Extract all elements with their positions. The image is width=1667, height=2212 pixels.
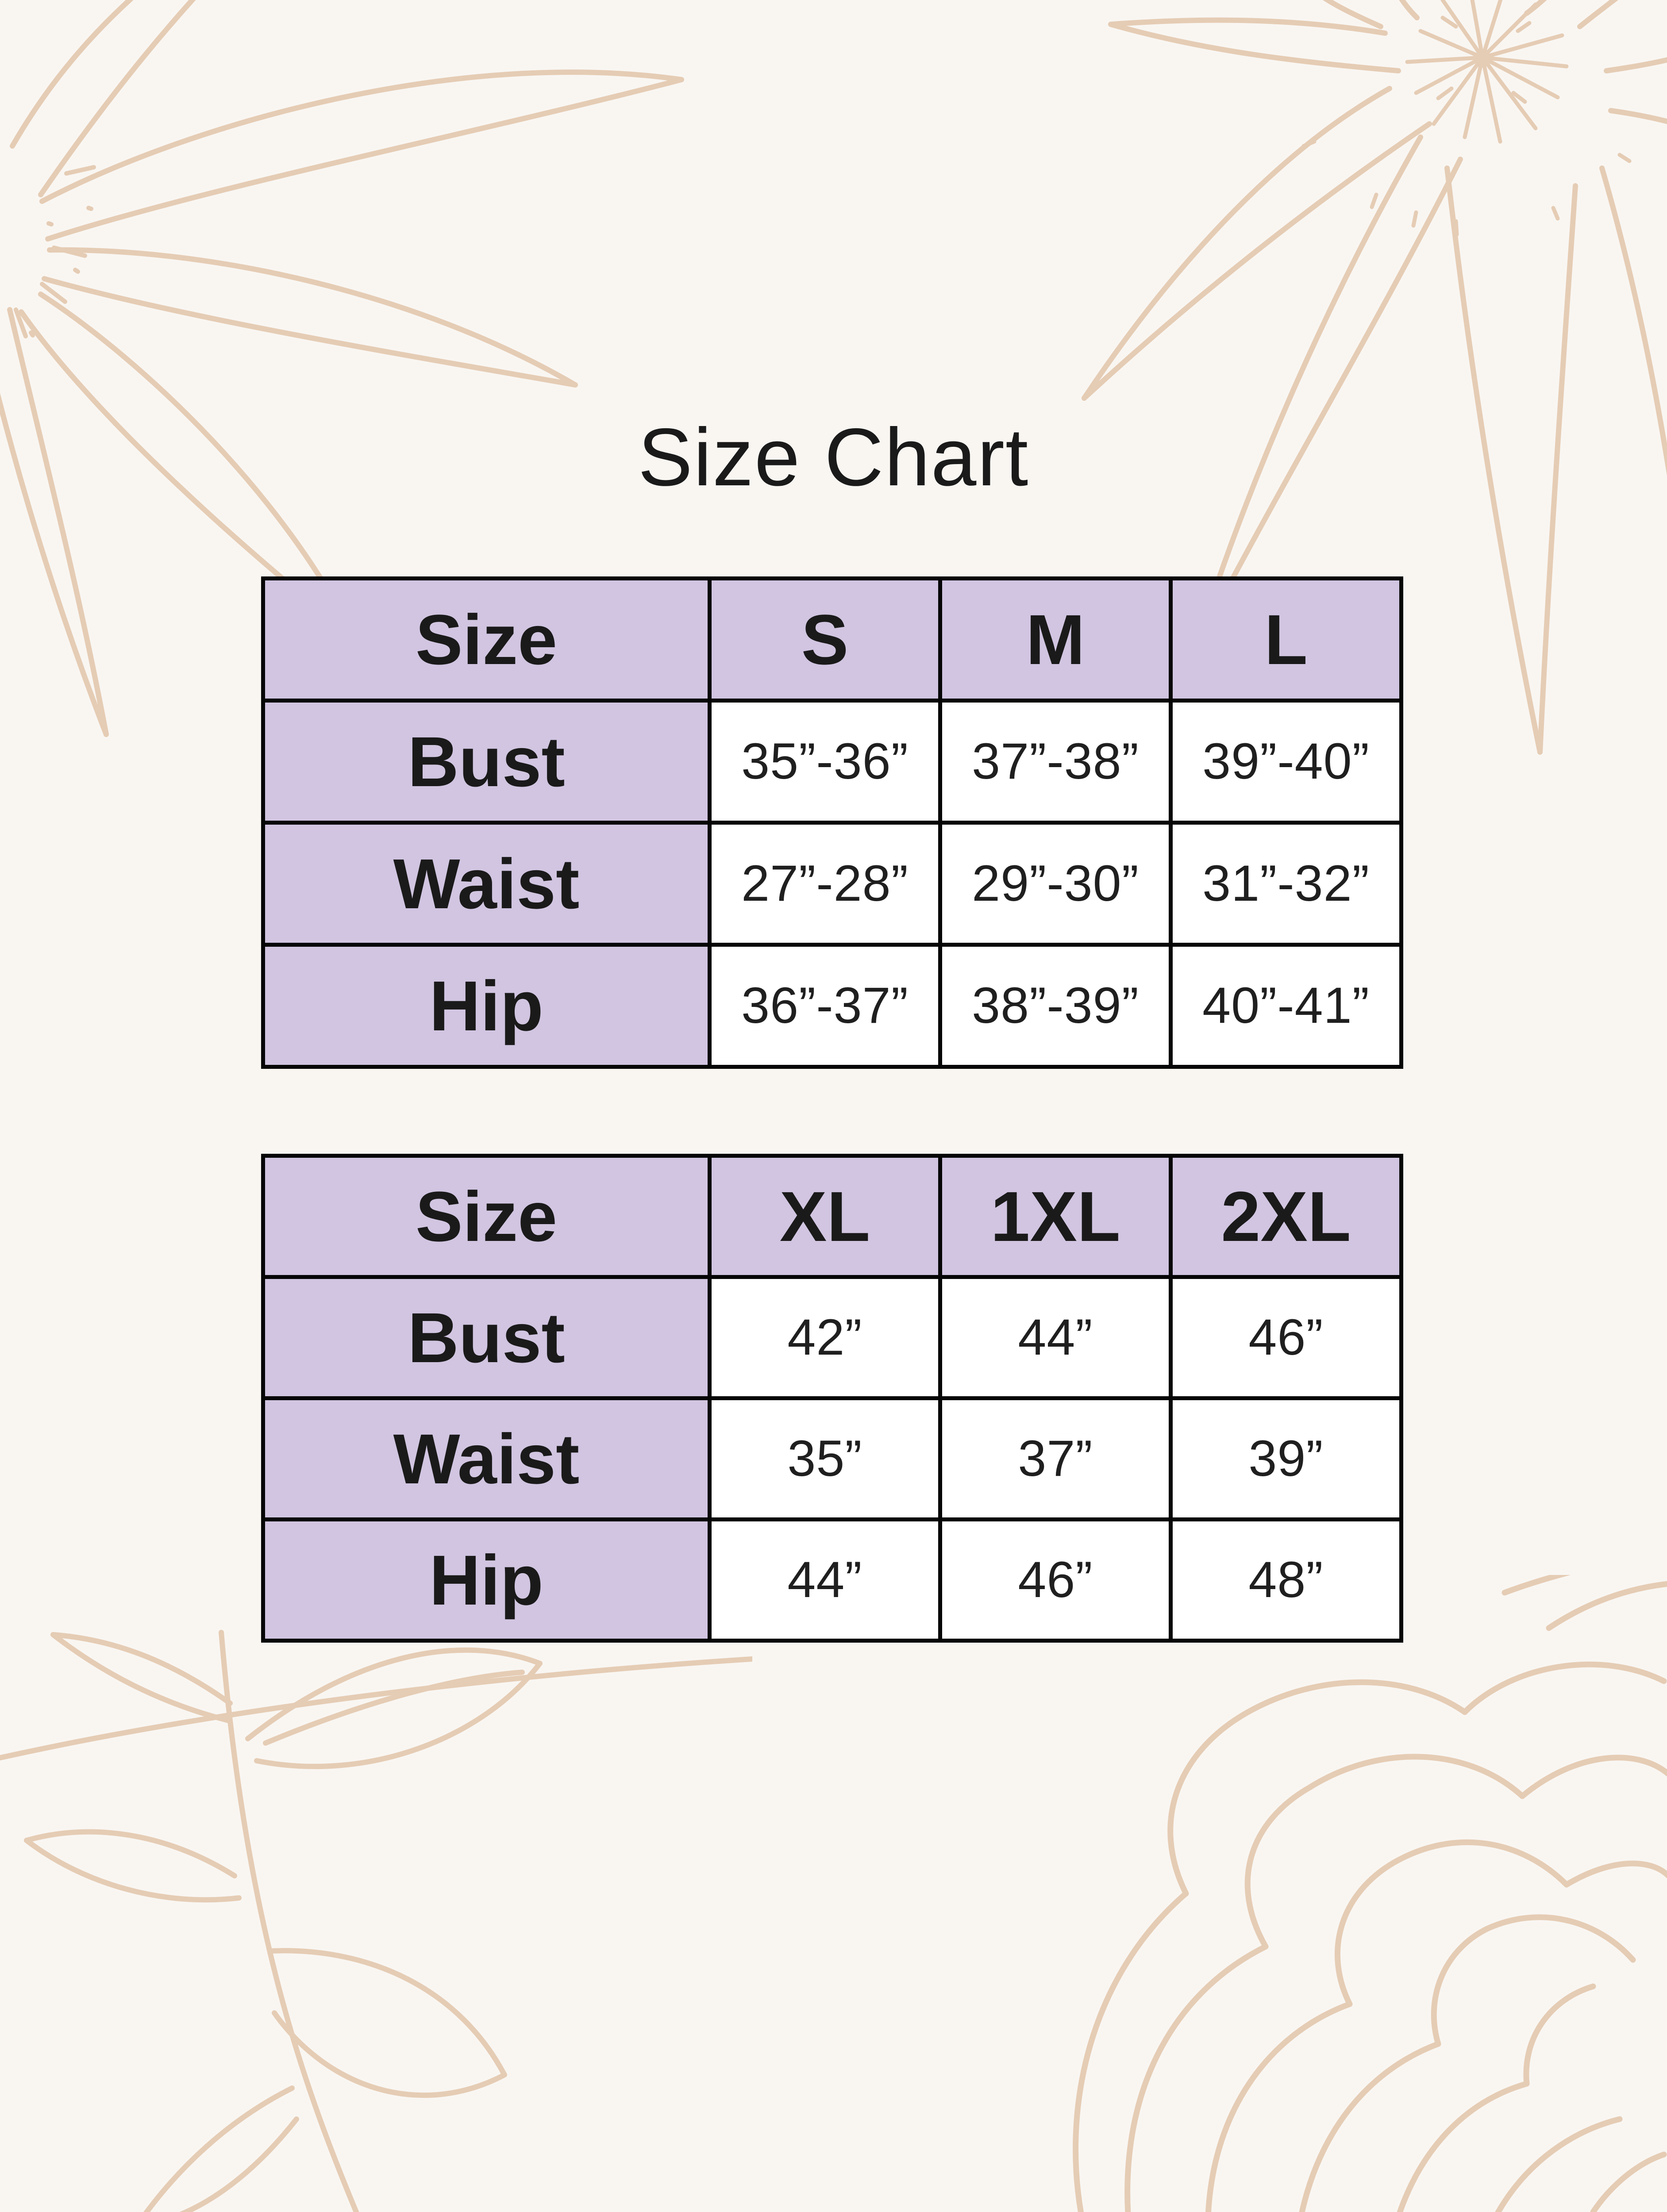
value-cell: 48” [1173,1521,1399,1639]
value-cell: 46” [1173,1279,1399,1396]
floral-line-art-bottom-left [0,1630,752,2212]
value-cell: 37”-38” [942,703,1169,821]
value-cell: 46” [942,1521,1169,1639]
value-cell: 44” [712,1521,938,1639]
row-label-hip: Hip [265,1521,708,1639]
value-cell: 39”-40” [1173,703,1399,821]
value-cell: 35” [712,1400,938,1517]
header-cell-l: L [1173,580,1399,699]
header-cell-s: S [712,580,938,699]
size-table-regular: Size S M L Bust 35”-36” 37”-38” 39”-40” … [261,576,1403,1069]
value-cell: 36”-37” [712,947,938,1065]
header-cell-size: Size [265,580,708,699]
header-cell-m: M [942,580,1169,699]
header-cell-xl: XL [712,1158,938,1275]
value-cell: 39” [1173,1400,1399,1517]
row-label-hip: Hip [265,947,708,1065]
value-cell: 29”-30” [942,825,1169,943]
value-cell: 40”-41” [1173,947,1399,1065]
floral-line-art-bottom-right [1073,1575,1667,2212]
value-cell: 44” [942,1279,1169,1396]
page-title: Size Chart [638,412,1029,503]
value-cell: 31”-32” [1173,825,1399,943]
row-label-waist: Waist [265,825,708,943]
value-cell: 37” [942,1400,1169,1517]
value-cell: 35”-36” [712,703,938,821]
value-cell: 42” [712,1279,938,1396]
header-cell-1xl: 1XL [942,1158,1169,1275]
header-cell-2xl: 2XL [1173,1158,1399,1275]
row-label-bust: Bust [265,703,708,821]
header-cell-size: Size [265,1158,708,1275]
size-table-extended: Size XL 1XL 2XL Bust 42” 44” 46” Waist 3… [261,1154,1403,1643]
row-label-bust: Bust [265,1279,708,1396]
value-cell: 38”-39” [942,947,1169,1065]
value-cell: 27”-28” [712,825,938,943]
row-label-waist: Waist [265,1400,708,1517]
